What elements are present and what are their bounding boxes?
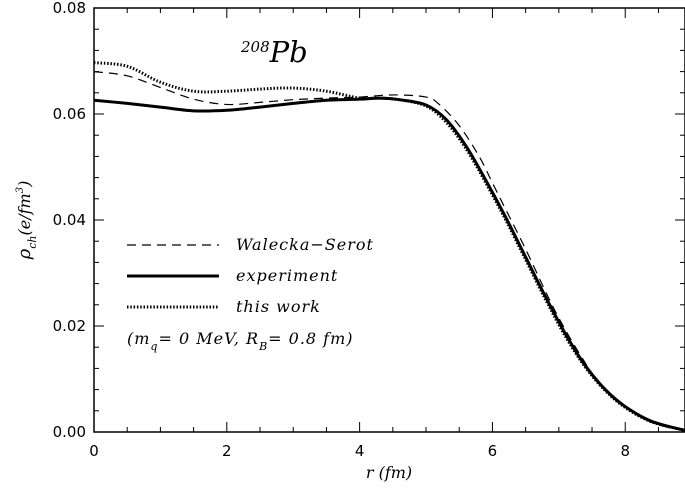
x-tick-label: 4 bbox=[355, 442, 365, 460]
plot-frame bbox=[93, 7, 685, 433]
y-label-close: ) bbox=[15, 181, 34, 188]
x-axis-label: r (fm) bbox=[366, 463, 412, 482]
legend: Walecka−Serot experiment this work (mq= … bbox=[127, 235, 374, 353]
legend-label-this-work: this work bbox=[236, 297, 321, 316]
parameters-note: (mq= 0 MeV, RB= 0.8 fm) bbox=[127, 329, 354, 353]
series-line-dotted bbox=[93, 61, 685, 432]
param-r-value: = 0.8 fm) bbox=[268, 329, 353, 348]
series-group bbox=[93, 61, 685, 432]
y-label-sub: ch bbox=[26, 235, 39, 248]
param-m-value: = 0 MeV, R bbox=[158, 329, 259, 348]
param-m-sub: q bbox=[150, 340, 158, 353]
y-axis-label: ρch(e/fm3) bbox=[14, 181, 39, 261]
y-tick-label: 0.06 bbox=[53, 105, 86, 123]
legend-label-experiment: experiment bbox=[236, 266, 338, 285]
y-tick-label: 0.02 bbox=[53, 317, 86, 335]
nucleus-symbol: Pb bbox=[269, 35, 308, 69]
x-tick-label: 0 bbox=[89, 442, 99, 460]
param-open: (m bbox=[127, 329, 150, 348]
y-label-rho: ρ bbox=[14, 248, 35, 260]
param-r-sub: B bbox=[258, 340, 268, 353]
nucleus-mass-number: 208 bbox=[240, 38, 270, 56]
legend-label-walecka-serot: Walecka−Serot bbox=[236, 235, 374, 254]
y-label-unit: (e/fm bbox=[15, 193, 34, 235]
y-tick-label: 0.00 bbox=[53, 423, 86, 441]
y-tick-label: 0.04 bbox=[53, 211, 86, 229]
axis-tick-labels: 0 2 4 6 8 0.00 0.02 0.04 0.06 0.08 bbox=[53, 0, 630, 460]
x-tick-label: 8 bbox=[620, 442, 630, 460]
x-tick-label: 2 bbox=[222, 442, 232, 460]
y-tick-label: 0.08 bbox=[53, 0, 86, 17]
series-line-dashed bbox=[93, 71, 685, 432]
axis-ticks bbox=[93, 7, 685, 433]
y-label-sup: 3 bbox=[15, 187, 26, 193]
x-tick-label: 6 bbox=[488, 442, 498, 460]
nucleus-annotation: 208Pb bbox=[240, 35, 308, 69]
